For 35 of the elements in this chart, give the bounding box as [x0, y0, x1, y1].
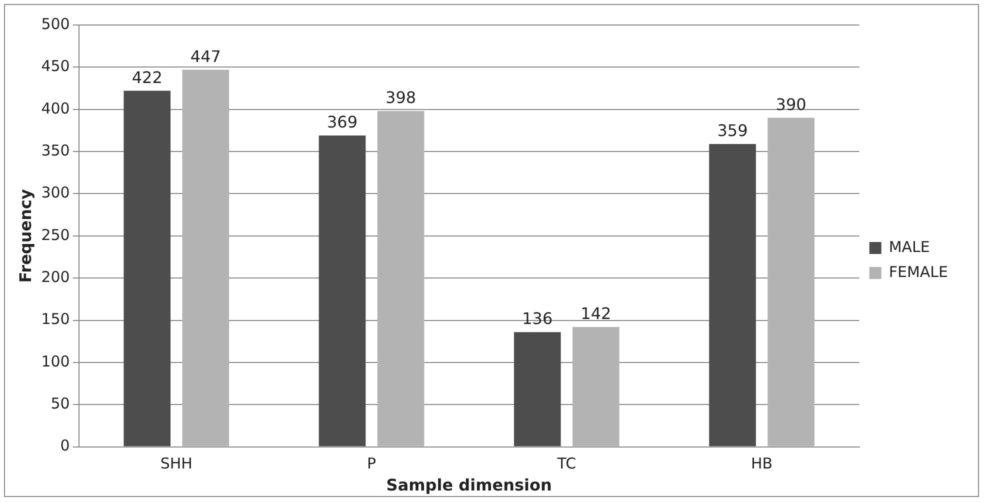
legend-label: FEMALE: [888, 262, 948, 281]
data-label: 447: [190, 46, 221, 66]
data-label: 398: [386, 88, 416, 108]
x-axis-title: Sample dimension: [386, 476, 552, 495]
bar: [709, 144, 756, 446]
data-label: 422: [132, 68, 162, 87]
y-tick-label: 450: [41, 57, 70, 76]
data-label: 390: [776, 94, 806, 114]
x-tick-label: TC: [556, 454, 576, 473]
x-tick-label: HB: [751, 454, 773, 473]
bar: [124, 90, 171, 446]
y-tick-label: 100: [41, 352, 70, 370]
y-tick-label: 250: [41, 226, 70, 244]
bar: [514, 332, 561, 446]
bar: [182, 70, 230, 446]
bar: [768, 118, 814, 446]
y-tick-label: 200: [41, 268, 70, 286]
x-tick-label: P: [367, 454, 376, 473]
bar: [572, 327, 620, 446]
y-tick-label: 50: [50, 394, 70, 413]
data-label: 136: [522, 309, 553, 328]
y-tick-label: 150: [41, 310, 70, 328]
bar: [318, 136, 366, 446]
legend-label: MALE: [888, 238, 930, 256]
data-label: 369: [326, 112, 358, 132]
y-tick-label: 300: [41, 184, 70, 202]
x-tick-label: SHH: [160, 454, 192, 473]
data-label: 359: [717, 121, 748, 140]
bar: [377, 111, 424, 446]
y-tick-label: 500: [41, 14, 70, 33]
y-tick-label: 400: [41, 99, 70, 118]
y-tick-label: 0: [60, 436, 70, 455]
data-label: 142: [580, 304, 612, 324]
y-tick-label: 350: [41, 141, 70, 160]
y-axis-title: Frequency: [16, 188, 35, 283]
